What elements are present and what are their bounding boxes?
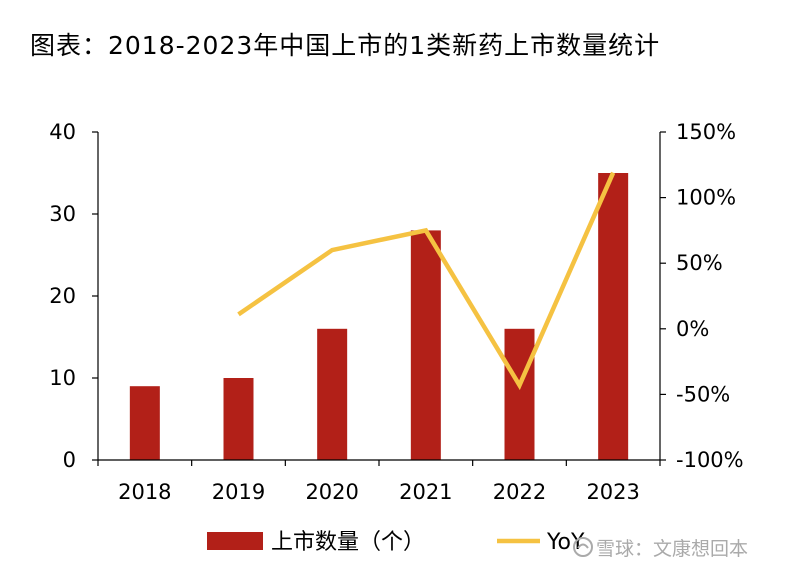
right-tick-label: 150% xyxy=(676,120,736,144)
x-tick-label: 2023 xyxy=(586,480,639,504)
chart-title: 图表：2018-2023年中国上市的1类新药上市数量统计 xyxy=(30,31,661,60)
left-tick-label: 0 xyxy=(63,448,76,472)
bar-2022 xyxy=(504,328,535,460)
x-tick-label: 2021 xyxy=(399,480,452,504)
right-tick-label: -100% xyxy=(676,448,744,472)
x-tick-label: 2020 xyxy=(305,480,358,504)
x-tick-label: 2018 xyxy=(118,480,171,504)
snowball-logo-icon xyxy=(572,536,594,563)
right-tick-label: 50% xyxy=(676,251,723,275)
x-tick-label: 2022 xyxy=(493,480,546,504)
bar-2021 xyxy=(410,230,441,460)
left-tick-label: 40 xyxy=(49,120,76,144)
yoy-line xyxy=(237,171,616,391)
legend-label-bar: 上市数量（个） xyxy=(271,530,425,555)
left-tick-label: 30 xyxy=(49,202,76,226)
bar-2018 xyxy=(129,386,160,460)
legend-label-line: YoY xyxy=(546,530,585,555)
right-tick-label: 100% xyxy=(676,186,736,210)
legend-swatch-bar xyxy=(207,532,263,550)
left-tick-label: 20 xyxy=(49,284,76,308)
watermark: 雪球：文康想回本 xyxy=(572,534,748,563)
right-tick-label: -50% xyxy=(676,382,730,406)
right-tick-label: 0% xyxy=(676,317,709,341)
bar-2019 xyxy=(223,378,254,460)
x-tick-label: 2019 xyxy=(212,480,265,504)
bar-2020 xyxy=(317,328,348,460)
watermark-text: 雪球：文康想回本 xyxy=(596,538,749,560)
left-tick-label: 10 xyxy=(49,366,76,390)
bar-2023 xyxy=(598,173,629,460)
